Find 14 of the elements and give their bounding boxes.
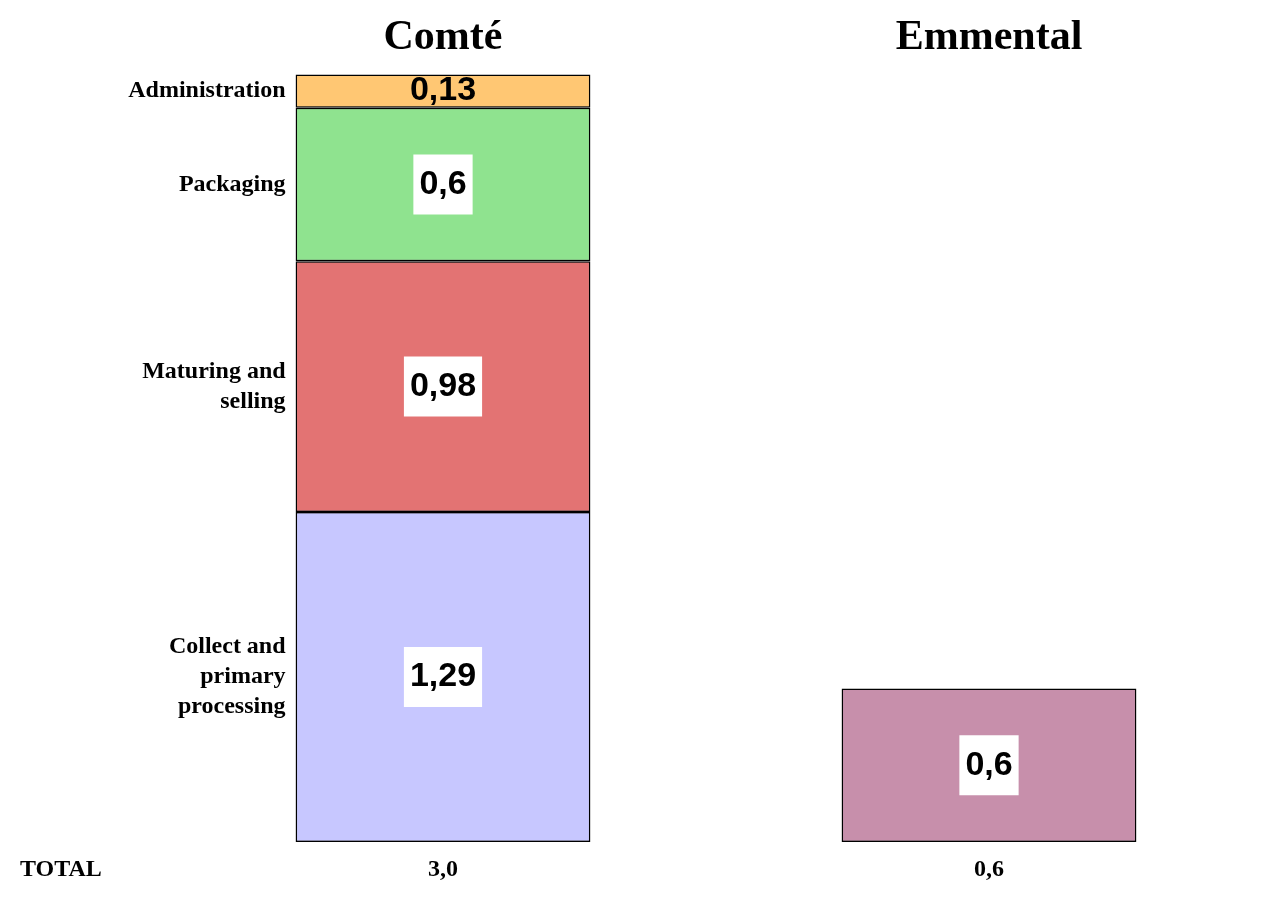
data-label: 1,29 [409, 655, 477, 694]
series-label: Collect and primary processing [168, 632, 287, 719]
total-label: 0,6 [974, 855, 1004, 882]
total-label: 3,0 [428, 855, 458, 882]
x-tick-label: Emmental [895, 12, 1083, 59]
series-label: Packaging [178, 169, 286, 196]
series-label: Administration [128, 76, 286, 103]
x-tick-label: Comté [383, 12, 503, 59]
data-label: 0,13 [409, 69, 477, 108]
text: TOTAL [20, 855, 102, 882]
data-label: 0,98 [409, 364, 477, 403]
data-label: 0,6 [965, 743, 1013, 782]
data-label: 0,6 [419, 162, 467, 201]
series-label: Maturing and selling [142, 356, 287, 413]
